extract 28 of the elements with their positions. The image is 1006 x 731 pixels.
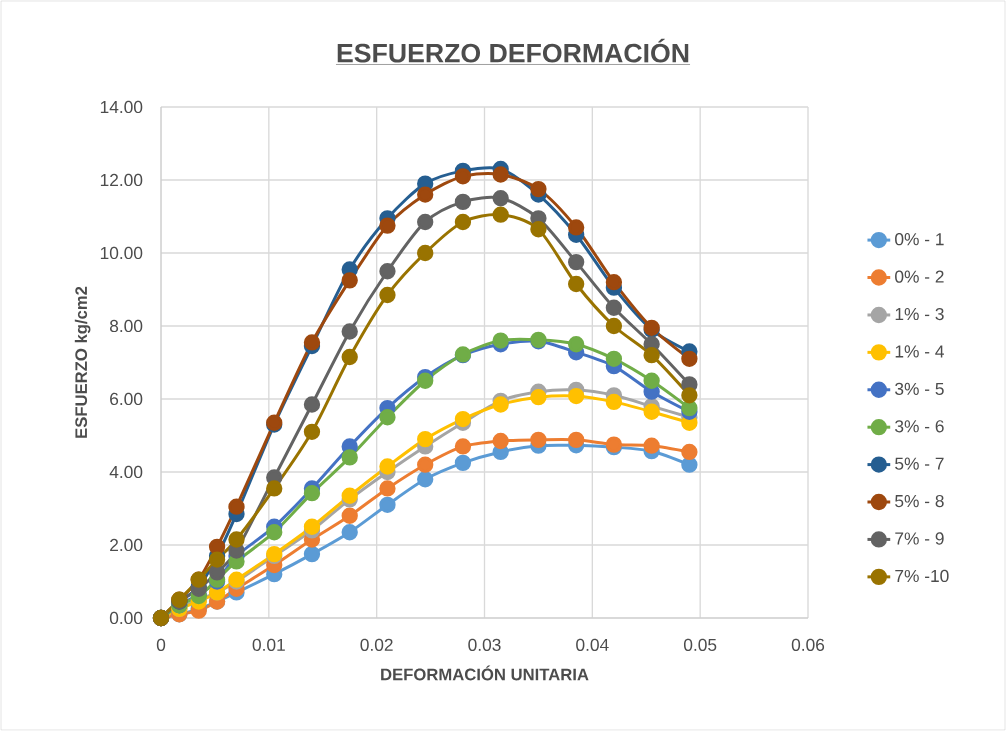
legend-label: 7% -10 [895,569,949,583]
x-tick-label: 0.06 [791,638,825,651]
x-tick-label: 0.03 [468,638,501,651]
legend-label: 0% - 1 [895,233,944,246]
legend-label: 5% - 8 [895,494,944,508]
y-tick-label: 14.00 [100,100,143,114]
legend-label: 7% - 9 [895,532,944,545]
legend-label: 3% - 5 [895,382,944,395]
x-tick-label: 0.01 [252,638,285,651]
x-tick-label: 0.04 [576,638,609,651]
legend-label: 5% - 7 [895,457,944,470]
x-tick-label: 0 [156,638,166,651]
x-axis-title: DEFORMACIÓN UNITARIA [381,665,589,681]
y-axis-title: ESFUERZO kg/cm2 [74,286,91,438]
legend-label: 0% - 2 [895,270,944,283]
y-tick-label: 4.00 [109,465,143,479]
y-tick-label: 8.00 [109,319,143,333]
chart-title: ESFUERZO DEFORMACIÓN [337,38,689,63]
x-tick-label: 0.05 [683,638,717,651]
y-tick-label: 2.00 [110,538,143,552]
legend-label: 1% - 4 [895,345,944,358]
y-tick-label: 0.00 [109,611,143,625]
legend-label: 1% - 3 [895,307,944,321]
y-tick-label: 10.00 [100,246,143,260]
y-tick-label: 12.00 [100,173,143,187]
legend-label: 3% - 6 [895,420,944,433]
x-tick-label: 0.02 [360,638,393,651]
y-tick-label: 6.00 [110,392,143,406]
